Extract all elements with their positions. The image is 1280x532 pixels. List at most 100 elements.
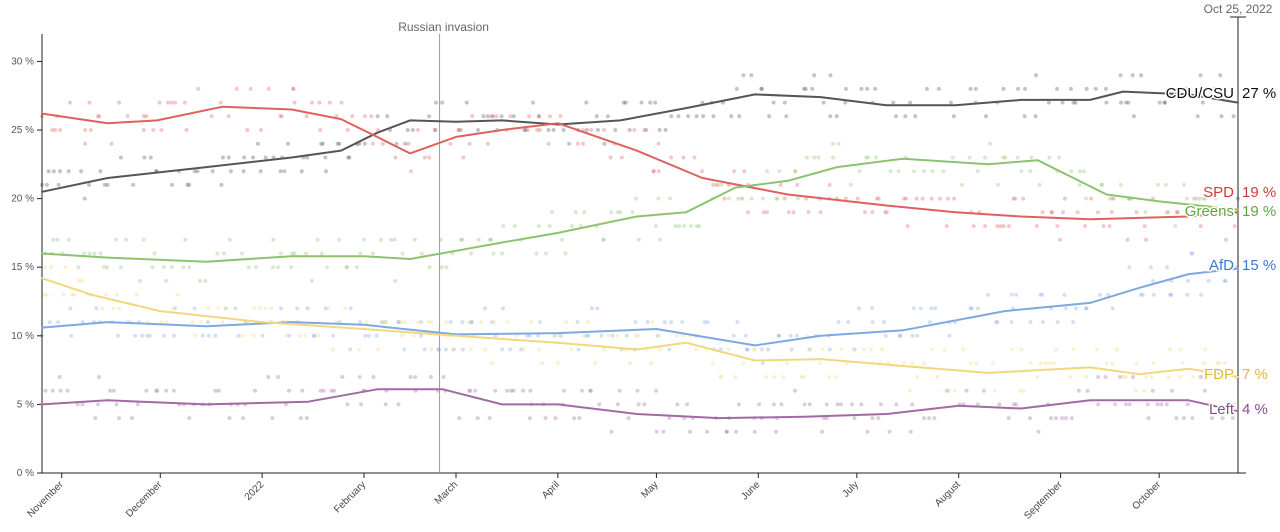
poll-dot-spd	[581, 141, 586, 146]
poll-dot-fdp	[521, 347, 526, 352]
poll-dot-fdp	[171, 306, 176, 311]
poll-dot-left	[1198, 375, 1203, 379]
poll-dot-left	[588, 388, 593, 393]
poll-dot-fdp	[1019, 347, 1024, 352]
poll-dot-left	[779, 402, 784, 407]
poll-dot-cducsu	[522, 128, 527, 132]
poll-dot-greens	[804, 155, 809, 160]
poll-dot-afd	[776, 333, 781, 338]
poll-dot-spd	[117, 100, 121, 105]
poll-dot-greens	[695, 224, 699, 229]
poll-dot-cducsu	[1033, 114, 1038, 119]
poll-dot-afd	[827, 347, 832, 352]
poll-dot-fdp	[710, 361, 715, 366]
poll-dot-afd	[731, 333, 736, 338]
x-tick-label: December	[124, 479, 165, 520]
poll-dot-afd	[1223, 278, 1228, 283]
poll-dot-left	[588, 388, 593, 393]
poll-dot-fdp	[1121, 375, 1126, 379]
poll-dot-fdp	[134, 292, 139, 297]
poll-dot-cducsu	[58, 169, 63, 174]
poll-dot-left	[824, 416, 829, 421]
poll-dot-spd	[651, 169, 656, 174]
poll-dot-afd	[1098, 292, 1103, 297]
poll-dot-greens	[1166, 210, 1171, 215]
poll-dot-afd	[610, 333, 615, 338]
poll-dot-fdp	[1178, 375, 1183, 379]
series-labels-layer: CDU/CSU 27 % SPD 19 % Greens 19 % AfD 15 % FDP 7 …	[1164, 84, 1278, 420]
poll-dot-afd	[680, 320, 685, 325]
poll-dot-left	[910, 402, 915, 407]
poll-dot-spd	[715, 182, 720, 187]
poll-dot-fdp	[536, 347, 541, 352]
poll-dot-left	[932, 416, 937, 421]
poll-dot-greens	[1143, 210, 1148, 215]
poll-dot-left	[661, 429, 666, 434]
poll-dot-left	[253, 388, 257, 393]
poll-dot-left	[1011, 402, 1016, 407]
poll-dot-fdp	[968, 361, 973, 366]
poll-dot-fdp	[649, 361, 654, 366]
poll-dot-cducsu	[118, 155, 123, 160]
poll-dot-cducsu	[187, 182, 192, 187]
poll-dot-cducsu	[771, 100, 776, 105]
poll-dot-cducsu	[551, 128, 556, 132]
poll-dot-fdp	[257, 306, 262, 311]
poll-dot-greens	[1118, 182, 1123, 187]
poll-dot-spd	[795, 182, 800, 187]
poll-dot-fdp	[907, 388, 912, 393]
poll-dot-left	[1159, 402, 1164, 407]
poll-dot-greens	[1057, 155, 1061, 160]
poll-dot-left	[733, 429, 738, 434]
poll-dot-greens	[161, 265, 166, 270]
poll-dot-afd	[976, 306, 980, 311]
poll-dot-cducsu	[251, 155, 255, 160]
x-tick-label: October	[1130, 479, 1163, 512]
poll-dot-left	[241, 416, 246, 421]
poll-dot-afd	[383, 320, 388, 325]
poll-dot-fdp	[1043, 361, 1048, 366]
poll-dot-afd	[669, 320, 673, 325]
poll-dot-afd	[852, 347, 857, 352]
poll-dot-spd	[248, 86, 253, 91]
poll-dot-fdp	[1110, 361, 1115, 366]
poll-dot-fdp	[1144, 375, 1148, 379]
poll-dot-cducsu	[481, 114, 486, 119]
poll-dot-afd	[200, 333, 205, 338]
poll-dot-greens	[181, 265, 186, 270]
poll-dot-spd	[952, 196, 957, 201]
poll-dot-cducsu	[537, 114, 542, 119]
poll-dot-fdp	[880, 347, 884, 352]
poll-dot-cducsu	[131, 182, 136, 187]
poll-dot-fdp	[606, 333, 611, 338]
poll-dot-left	[850, 402, 854, 407]
x-tick-label: 2022	[243, 479, 267, 503]
poll-dot-greens	[774, 196, 779, 201]
poll-dot-fdp	[429, 347, 434, 352]
trend-line-afd	[41, 267, 1239, 347]
poll-dot-left	[852, 416, 857, 421]
poll-dot-cducsu	[1055, 86, 1059, 91]
poll-dot-left	[108, 388, 112, 393]
poll-dot-cducsu	[639, 100, 644, 105]
poll-dot-afd	[1040, 320, 1045, 325]
poll-dot-left	[487, 416, 492, 421]
poll-dot-greens	[271, 237, 276, 242]
y-tick-label: 0 %	[17, 468, 34, 479]
poll-dot-spd	[448, 141, 453, 146]
poll-dot-greens	[1077, 169, 1082, 174]
poll-dot-afd	[94, 306, 99, 311]
poll-dot-fdp	[483, 347, 488, 352]
poll-dot-cducsu	[1218, 73, 1223, 78]
poll-dot-spd	[184, 128, 189, 132]
poll-dot-greens	[831, 155, 835, 160]
poll-dot-afd	[705, 320, 710, 325]
x-tick-label: August	[933, 479, 963, 509]
poll-dot-afd	[883, 333, 888, 338]
poll-dot-cducsu	[432, 128, 437, 132]
poll-dot-greens	[92, 251, 97, 256]
poll-dot-cducsu	[676, 114, 681, 119]
poll-dot-afd	[911, 306, 916, 311]
poll-dot-greens	[419, 251, 424, 256]
poll-dot-cducsu	[1073, 100, 1078, 105]
